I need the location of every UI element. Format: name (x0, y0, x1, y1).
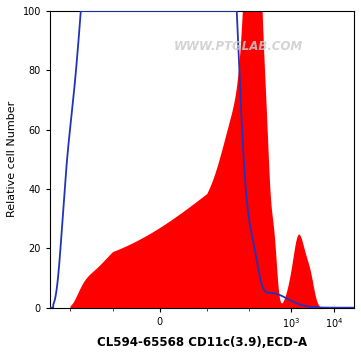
X-axis label: CL594-65568 CD11c(3.9),ECD-A: CL594-65568 CD11c(3.9),ECD-A (97, 336, 307, 349)
Y-axis label: Relative cell Number: Relative cell Number (7, 101, 17, 218)
Text: WWW.PTGLAB.COM: WWW.PTGLAB.COM (174, 40, 303, 53)
